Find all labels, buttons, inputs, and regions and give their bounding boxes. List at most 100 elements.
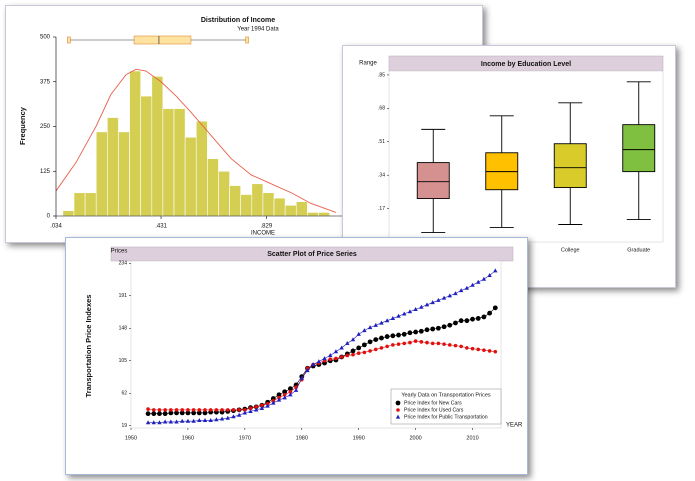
- y-tick-label: 62: [121, 391, 127, 397]
- point: [459, 344, 463, 349]
- point: [145, 411, 151, 417]
- point: [202, 418, 208, 423]
- x-tick-label: 1970: [239, 435, 251, 441]
- point: [425, 340, 429, 345]
- legend-marker: [395, 400, 401, 406]
- point: [441, 324, 447, 330]
- point: [465, 346, 469, 350]
- point: [208, 418, 213, 423]
- box-iqr: [622, 124, 656, 173]
- point: [186, 408, 190, 412]
- point: [458, 318, 464, 324]
- point: [197, 408, 202, 412]
- point: [470, 346, 475, 351]
- histogram-bar: [151, 76, 164, 217]
- y-axis-title: Transportation Price Indexes: [84, 295, 93, 398]
- histogram-bar: [107, 117, 119, 217]
- point: [265, 403, 270, 408]
- point: [356, 345, 362, 351]
- point: [345, 353, 350, 358]
- chart-title: Income by Education Level: [481, 61, 571, 68]
- x-tick-label: Graduate: [627, 247, 650, 253]
- point: [322, 356, 327, 361]
- point: [145, 420, 151, 425]
- point: [390, 316, 396, 321]
- point: [287, 386, 293, 392]
- y-tick-label: .85: [378, 72, 385, 78]
- y-tick-label: 234: [119, 261, 128, 267]
- point: [282, 392, 287, 397]
- point: [168, 410, 174, 416]
- point: [458, 288, 464, 293]
- point: [407, 330, 413, 336]
- point: [379, 346, 384, 350]
- legend-label: Price Index for Public Transportation: [404, 414, 488, 420]
- point: [402, 341, 407, 346]
- point: [442, 342, 446, 346]
- point: [418, 328, 424, 334]
- box-min: [67, 36, 71, 44]
- point: [339, 345, 344, 350]
- point: [196, 410, 202, 416]
- legend-marker: [395, 414, 401, 419]
- legend-label: Price Index for Used Cars: [404, 407, 464, 413]
- x-axis-label: YEAR: [506, 423, 523, 429]
- point: [362, 328, 367, 333]
- point: [179, 410, 185, 416]
- point: [225, 408, 230, 412]
- x-tick-label: 1990: [353, 435, 365, 441]
- histogram-bar: [207, 158, 219, 217]
- point: [310, 362, 316, 367]
- point: [305, 368, 310, 373]
- point: [413, 306, 418, 311]
- point: [174, 408, 179, 412]
- point: [219, 416, 225, 421]
- point: [248, 406, 253, 411]
- histogram-bar: [240, 194, 253, 217]
- point: [419, 340, 424, 344]
- chart-subtitle: Year 1994 Data: [237, 27, 279, 33]
- y-tick-label: 0: [47, 214, 51, 220]
- point: [476, 347, 481, 352]
- y-tick-label: 191: [119, 293, 128, 299]
- y-tick-label: 148: [119, 326, 128, 332]
- y-tick-label: .51: [378, 139, 385, 145]
- point: [419, 304, 424, 309]
- point: [402, 311, 407, 316]
- point: [225, 415, 230, 420]
- point: [390, 333, 396, 339]
- point: [243, 408, 247, 412]
- y-tick-label: 19: [121, 423, 127, 429]
- y-tick-label: .34: [378, 173, 385, 179]
- point: [464, 285, 470, 290]
- point: [168, 419, 174, 424]
- y-axis-label: Frequency: [18, 106, 27, 145]
- point: [214, 417, 219, 422]
- legend-box: [390, 388, 502, 425]
- point: [481, 276, 487, 281]
- histogram-bar: [195, 120, 208, 217]
- point: [379, 335, 384, 341]
- x-tick-label: 2010: [466, 435, 478, 441]
- x-tick-label: 1950: [125, 435, 137, 441]
- point: [288, 389, 293, 394]
- density-curve: [55, 68, 337, 213]
- scatter-chart: Scatter Plot of Price Series Prices Tran…: [84, 246, 523, 441]
- legend-label: Price Index for New Cars: [404, 400, 462, 406]
- point: [339, 355, 344, 359]
- point: [180, 418, 185, 423]
- point: [453, 343, 458, 348]
- point: [413, 329, 419, 335]
- point: [242, 410, 248, 415]
- y-tick-label: .17: [378, 206, 385, 212]
- histogram-bar: [62, 210, 75, 217]
- x-tick-label: .829: [261, 224, 273, 230]
- point: [476, 279, 481, 284]
- y-tick-label: .68: [378, 106, 385, 112]
- point: [316, 359, 322, 364]
- histogram-bar: [273, 197, 286, 217]
- point: [350, 337, 356, 342]
- point: [475, 316, 481, 321]
- point: [350, 348, 356, 354]
